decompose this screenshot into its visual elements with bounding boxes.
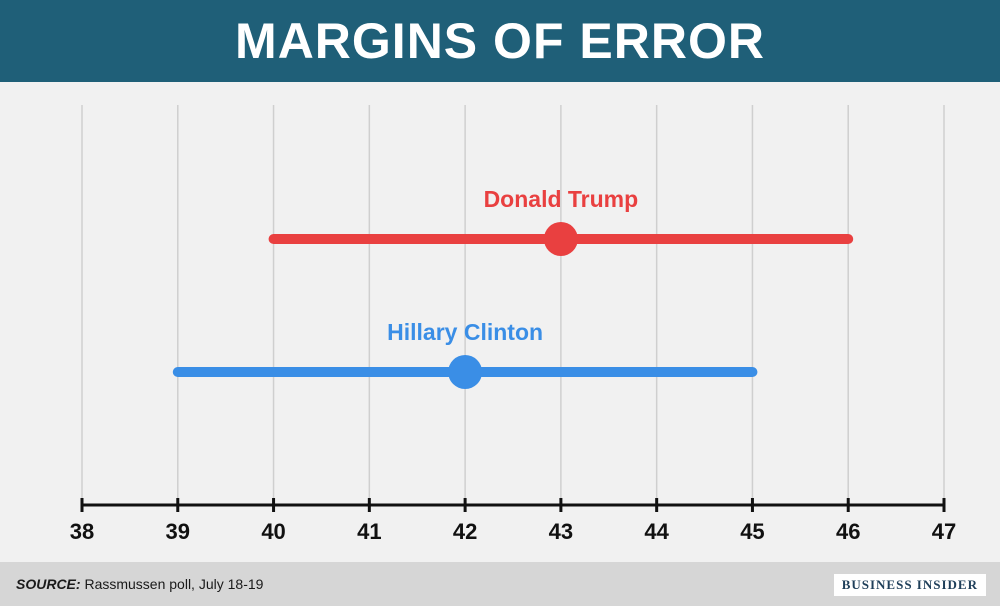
x-tick-label: 38 (70, 519, 94, 544)
source-label: SOURCE: (16, 576, 81, 592)
x-tick-label: 46 (836, 519, 860, 544)
series-group: Donald Trump Hillary Clinton (172, 186, 854, 389)
x-tick-label: 39 (166, 519, 190, 544)
source-note: SOURCE: Rassmussen poll, July 18-19 (16, 576, 263, 592)
chart-area: 38 39 40 41 42 43 44 45 46 47 Donald Trump Hillary… (0, 82, 1000, 562)
series-label: Donald Trump (484, 186, 639, 212)
gridlines (81, 105, 945, 505)
x-tick-label: 43 (549, 519, 573, 544)
footer: SOURCE: Rassmussen poll, July 18-19 BUSI… (0, 562, 1000, 606)
x-axis: 38 39 40 41 42 43 44 45 46 47 (70, 498, 956, 544)
x-tick-label: 47 (932, 519, 956, 544)
point-estimate (543, 222, 578, 256)
x-tick-label: 42 (453, 519, 477, 544)
x-tick-label: 45 (740, 519, 764, 544)
series-label: Hillary Clinton (387, 319, 543, 345)
error-bar-chart: 38 39 40 41 42 43 44 45 46 47 Donald Trump Hillary… (70, 105, 956, 544)
x-tick-label: 44 (644, 519, 669, 544)
source-text: Rassmussen poll, July 18-19 (84, 576, 264, 592)
chart-header: MARGINS OF ERROR (0, 0, 1000, 82)
point-estimate (448, 355, 483, 389)
x-tick-label: 41 (357, 519, 381, 544)
chart-title: MARGINS OF ERROR (235, 13, 765, 69)
x-tick-label: 40 (261, 519, 285, 544)
brand-logo: BUSINESS INSIDER (833, 574, 986, 596)
